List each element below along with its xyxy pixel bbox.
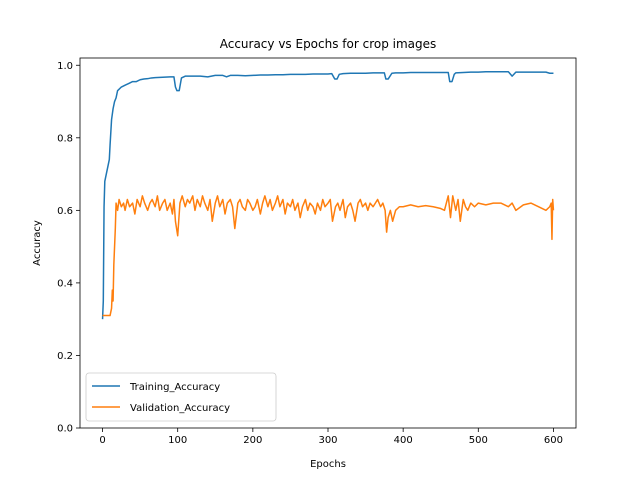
- y-tick-label: 0.2: [57, 351, 73, 362]
- y-tick-label: 0.8: [57, 133, 73, 144]
- y-axis-ticks: 0.0 0.2 0.4 0.6 0.8 1.0: [57, 61, 80, 435]
- y-tick-label: 0.6: [57, 206, 73, 217]
- legend: Training_Accuracy Validation_Accuracy: [85, 372, 277, 422]
- x-tick-label: 600: [544, 435, 563, 446]
- y-axis-label: Accuracy: [32, 220, 43, 266]
- legend-box: [85, 372, 277, 422]
- x-tick-label: 100: [168, 435, 187, 446]
- x-axis-ticks: 0 100 200 300 400 500 600: [99, 428, 563, 446]
- y-tick-label: 0.0: [57, 424, 73, 435]
- legend-label-validation: Validation_Accuracy: [130, 403, 230, 414]
- y-tick-label: 1.0: [57, 61, 73, 72]
- x-tick-label: 400: [394, 435, 413, 446]
- x-tick-label: 200: [243, 435, 262, 446]
- x-tick-label: 500: [469, 435, 488, 446]
- x-tick-label: 0: [99, 435, 105, 446]
- series-line-validation-accuracy: [102, 195, 555, 317]
- chart-title: Accuracy vs Epochs for crop images: [220, 37, 437, 51]
- y-tick-label: 0.4: [57, 278, 73, 289]
- series-layer: [101, 71, 555, 320]
- x-axis-label: Epochs: [310, 459, 346, 470]
- legend-label-training: Training_Accuracy: [129, 382, 220, 393]
- x-tick-label: 300: [318, 435, 337, 446]
- series-line-training-accuracy: [101, 71, 554, 320]
